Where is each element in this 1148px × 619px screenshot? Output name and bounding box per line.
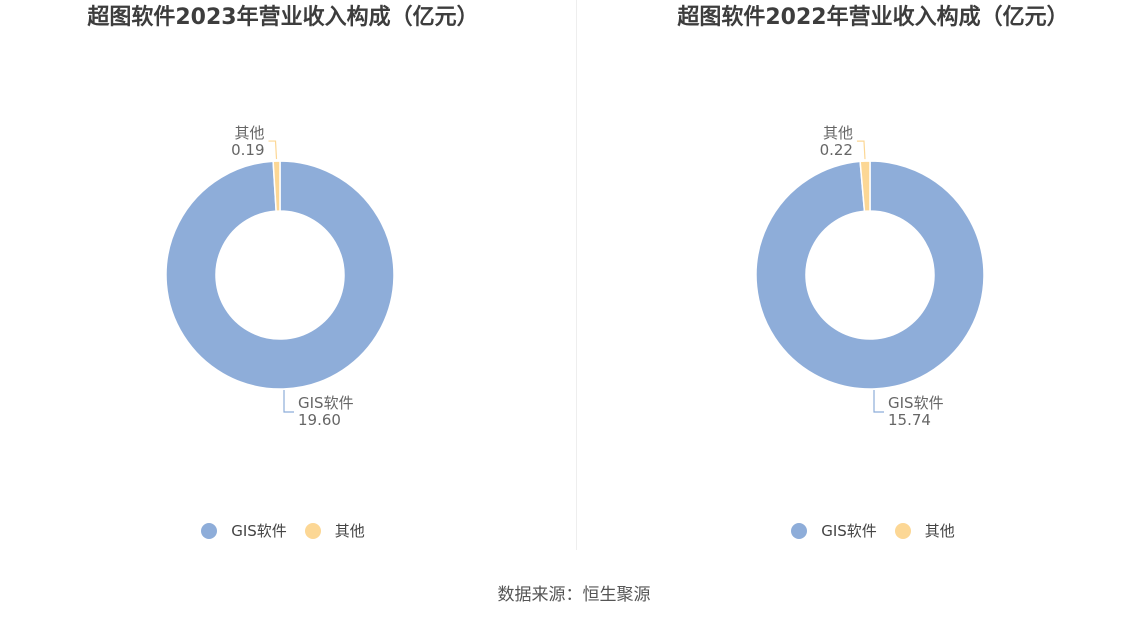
slice-label-gis-name: GIS软件 xyxy=(298,394,354,412)
chart-title: 超图软件2022年营业收入构成（亿元） xyxy=(677,5,1069,30)
leader-line-gis xyxy=(873,390,884,413)
chart-legend: GIS软件 其他 xyxy=(0,520,566,541)
slice-other[interactable] xyxy=(859,160,871,213)
legend-dot-other xyxy=(304,522,321,539)
legend-item-gis[interactable]: GIS软件 xyxy=(201,520,287,541)
slice-label-gis-value: 15.74 xyxy=(888,411,931,429)
leader-line-other xyxy=(268,140,278,160)
legend-label-gis: GIS软件 xyxy=(821,522,877,540)
chart-panel-2023: 超图软件2023年营业收入构成（亿元） 其他 0.19 GIS软件 19.60 GIS… xyxy=(0,0,574,550)
leader-line-other xyxy=(856,140,866,160)
data-source: 数据来源：恒生聚源 xyxy=(497,585,651,605)
leader-line-gis xyxy=(283,390,294,413)
legend-item-other[interactable]: 其他 xyxy=(894,520,955,541)
legend-label-gis: GIS软件 xyxy=(231,522,287,540)
chart-legend: GIS软件 其他 xyxy=(590,520,1148,541)
legend-item-other[interactable]: 其他 xyxy=(304,520,365,541)
legend-label-other: 其他 xyxy=(924,522,955,540)
legend-label-other: 其他 xyxy=(334,522,365,540)
slice-other[interactable] xyxy=(272,160,281,212)
legend-dot-gis xyxy=(201,522,218,539)
legend-dot-other xyxy=(894,522,911,539)
panel-divider xyxy=(576,0,577,550)
slice-label-other-value: 0.19 xyxy=(231,141,264,159)
legend-item-gis[interactable]: GIS软件 xyxy=(791,520,877,541)
legend-dot-gis xyxy=(791,522,808,539)
slice-gis[interactable] xyxy=(165,160,395,390)
slice-label-gis-name: GIS软件 xyxy=(888,394,944,412)
chart-title: 超图软件2023年营业收入构成（亿元） xyxy=(87,5,479,30)
slice-gis[interactable] xyxy=(755,160,985,390)
slice-label-other-value: 0.22 xyxy=(820,141,853,159)
slice-label-gis-value: 19.60 xyxy=(298,411,341,429)
chart-panel-2022: 超图软件2022年营业收入构成（亿元） 其他 0.22 GIS软件 15.74 GIS… xyxy=(590,0,1148,550)
slice-label-other-name: 其他 xyxy=(823,124,853,142)
slice-label-other-name: 其他 xyxy=(234,124,264,142)
